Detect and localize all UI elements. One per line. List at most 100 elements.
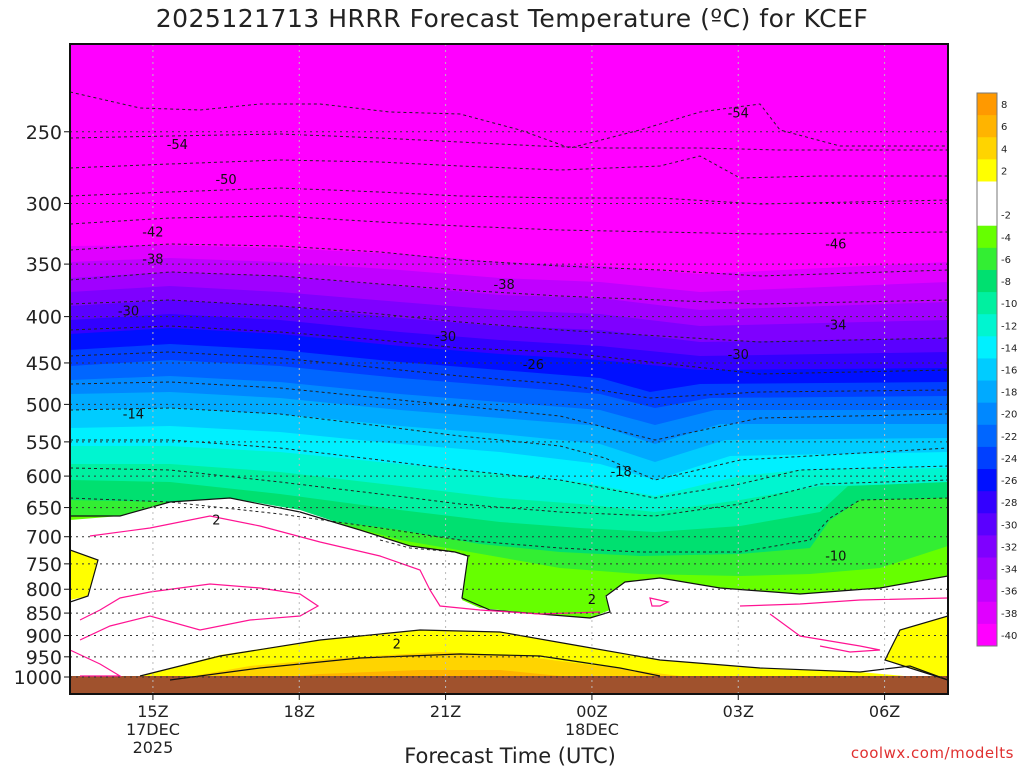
colorbar-label: -34 — [1001, 565, 1017, 576]
contour-label: -18 — [611, 465, 632, 480]
contour-label-text: -26 — [523, 358, 544, 373]
colorbar-swatch — [977, 336, 997, 359]
colorbar-label: -10 — [1001, 299, 1017, 310]
contour-label: -38 — [494, 278, 515, 293]
y-tick-label: 1000 — [14, 667, 62, 689]
x-tick-label: 03Z — [723, 702, 754, 721]
colorbar-label: -32 — [1001, 542, 1017, 553]
contour-label: -38 — [142, 252, 163, 267]
colorbar-swatch — [977, 358, 997, 382]
freezing-contours — [70, 497, 948, 681]
contour-label: -30 — [435, 330, 456, 345]
colorbar-swatch — [977, 181, 997, 205]
contour-label-text: -30 — [118, 305, 139, 320]
contour-label-text: -54 — [167, 138, 188, 153]
colorbar-label: -24 — [1001, 454, 1017, 465]
band-plus2-right — [885, 616, 948, 680]
colorbar-swatch — [977, 535, 997, 559]
x-tick-label: 17DEC — [126, 720, 180, 739]
colorbar-swatch — [977, 623, 997, 647]
colorbar-label: 8 — [1001, 100, 1007, 111]
colorbar-label: -16 — [1001, 366, 1017, 377]
colorbar-label: -20 — [1001, 410, 1017, 421]
colorbar-swatch — [977, 491, 997, 514]
colorbar-swatch — [977, 292, 997, 315]
plot-frame — [69, 43, 949, 695]
colorbar-swatch — [977, 314, 997, 337]
contour-label-text: -50 — [215, 173, 236, 188]
pink-contours — [70, 515, 948, 677]
x-tick-label: 00Z — [576, 702, 607, 721]
y-tick-label: 500 — [26, 394, 62, 416]
contour-label: -14 — [123, 408, 144, 423]
colorbar-swatch — [977, 137, 997, 160]
contour-label: -30 — [728, 348, 749, 363]
contour-label-text: -14 — [123, 408, 144, 423]
y-tick-label: 850 — [26, 603, 62, 625]
colorbar-swatch — [977, 247, 997, 271]
colorbar-swatch — [977, 601, 997, 625]
contour-label: -54 — [728, 106, 749, 121]
colorbar-swatch — [977, 269, 997, 293]
contour-label-text: -30 — [728, 348, 749, 363]
y-axis: 2503003504004505005506006507007508008509… — [14, 122, 70, 689]
colorbar-label: -18 — [1001, 388, 1017, 399]
x-tick-label: 18DEC — [565, 720, 619, 739]
colorbar-label: -36 — [1001, 587, 1017, 598]
colorbar-label: -4 — [1001, 233, 1011, 244]
x-tick-label: 18Z — [284, 702, 315, 721]
contour-label: 2 — [393, 637, 401, 652]
y-tick-label: 900 — [26, 626, 62, 648]
colorbar-swatch — [977, 380, 997, 404]
colorbar: 8 6 4 2 -2 -4 -6 -8 -10 -12 -14 -16 -18 -20 -22 -24 -26 -… — [976, 92, 1017, 647]
y-tick-label: 800 — [26, 579, 62, 601]
y-tick-label: 400 — [26, 307, 62, 329]
colorbar-label: 2 — [1001, 166, 1007, 177]
contour-label: 2 — [588, 593, 596, 608]
credit-text: coolwx.com/modelts — [850, 744, 1014, 762]
colorbar-swatch — [977, 115, 997, 138]
colorbar-swatch — [977, 513, 997, 536]
vertical-gridlines — [152, 44, 886, 694]
y-tick-label: 300 — [26, 193, 62, 215]
contour-label-text: -54 — [728, 106, 749, 121]
contour-label-text: 2 — [393, 637, 401, 652]
colorbar-label: -14 — [1001, 343, 1017, 354]
colorbar-label: -2 — [1001, 211, 1011, 222]
y-tick-label: 650 — [26, 498, 62, 520]
colorbar-swatch — [977, 557, 997, 581]
contour-label-text: -38 — [142, 252, 163, 267]
colorbar-label: 6 — [1001, 122, 1007, 133]
colorbar-label: -40 — [1001, 631, 1017, 642]
contour-labels: -54 -54 -50 -42 -46 -38 -38 -30 -34 -30 -30 -26 -14 -… — [118, 106, 847, 652]
colorbar-swatch — [977, 446, 997, 470]
chart-title: 2025121713 HRRR Forecast Temperature (ºC… — [155, 4, 869, 33]
colorbar-label: -28 — [1001, 498, 1017, 509]
colorbar-swatch — [977, 159, 997, 182]
colorbar-swatch — [977, 469, 997, 492]
contour-label-text: 2 — [588, 593, 596, 608]
contour-label: -10 — [825, 549, 846, 564]
contour-label: 2 — [212, 513, 220, 528]
colorbar-swatch — [977, 402, 997, 426]
colorbar-frame — [976, 92, 998, 647]
colorbar-swatch — [977, 225, 997, 249]
colorbar-label: -30 — [1001, 520, 1017, 531]
contour-label-text: -10 — [825, 549, 846, 564]
colorbar-swatch — [977, 203, 997, 227]
contour-label: -34 — [825, 318, 846, 333]
colorbar-label: -6 — [1001, 255, 1011, 266]
y-tick-label: 250 — [26, 122, 62, 144]
x-axis-label: Forecast Time (UTC) — [404, 744, 616, 768]
y-tick-label: 750 — [26, 554, 62, 576]
contour-label-text: -46 — [825, 237, 846, 252]
y-tick-label: 950 — [26, 647, 62, 669]
colorbar-label: -22 — [1001, 432, 1017, 443]
colorbar-swatch — [977, 424, 997, 448]
contour-label-text: -30 — [435, 330, 456, 345]
horizontal-gridlines — [70, 131, 948, 678]
contour-label: -46 — [825, 237, 846, 252]
contour-label-text: -42 — [142, 225, 163, 240]
colorbar-label: -38 — [1001, 609, 1017, 620]
